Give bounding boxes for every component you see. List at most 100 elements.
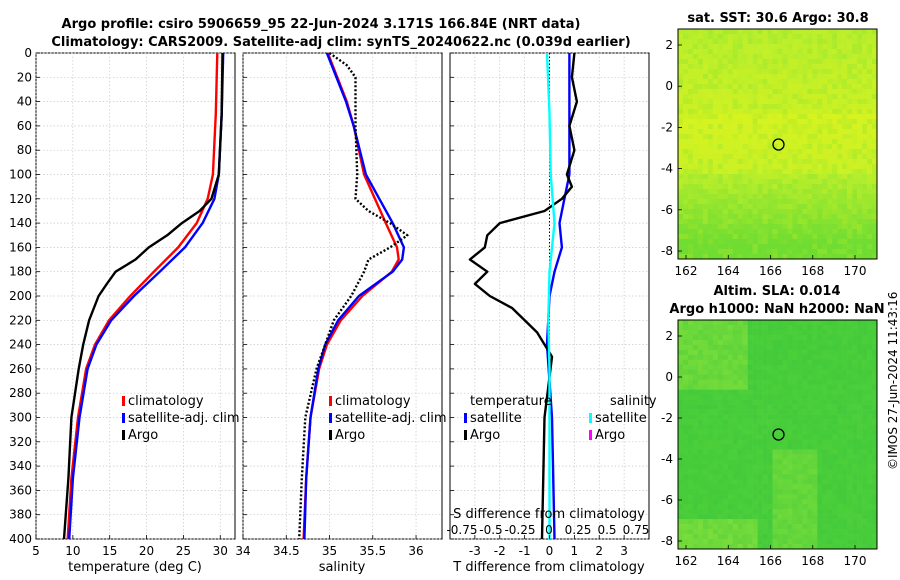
map-cell bbox=[827, 439, 833, 445]
map-cell bbox=[678, 199, 684, 205]
map-cell bbox=[812, 194, 818, 200]
map-cell bbox=[687, 534, 694, 540]
map-cell bbox=[867, 34, 873, 40]
map-cell bbox=[687, 459, 694, 465]
map-cell bbox=[747, 479, 753, 485]
map-cell bbox=[847, 99, 853, 105]
map-cell bbox=[842, 209, 848, 215]
map-cell bbox=[697, 84, 704, 90]
map-cell bbox=[737, 429, 743, 435]
map-cell bbox=[722, 39, 729, 45]
map-cell bbox=[697, 149, 704, 155]
map-cell bbox=[832, 369, 838, 376]
map-cell bbox=[822, 439, 828, 445]
map-cell bbox=[722, 529, 729, 535]
map-cell bbox=[702, 204, 709, 210]
map-cell bbox=[797, 109, 803, 115]
map-cell bbox=[832, 504, 838, 510]
map-cell bbox=[782, 474, 788, 480]
map-cell bbox=[787, 529, 793, 535]
map-cell bbox=[692, 129, 699, 135]
map-cell bbox=[747, 399, 753, 405]
map-cell bbox=[752, 109, 758, 115]
map-cell bbox=[862, 84, 868, 90]
map-cell bbox=[682, 459, 689, 465]
map-cell bbox=[692, 244, 699, 250]
map-cell bbox=[772, 184, 778, 190]
map-cell bbox=[812, 409, 818, 415]
map-cell bbox=[732, 249, 738, 255]
map-cell bbox=[777, 29, 783, 35]
map-x-tick-label: 164 bbox=[717, 264, 740, 278]
map-cell bbox=[857, 529, 863, 535]
map-cell bbox=[772, 169, 778, 175]
map-cell bbox=[827, 169, 833, 175]
map-cell bbox=[787, 149, 793, 155]
map-cell bbox=[777, 174, 783, 180]
map-cell bbox=[857, 124, 863, 130]
map-cell bbox=[682, 64, 689, 70]
map-cell bbox=[707, 354, 714, 361]
map-cell bbox=[732, 344, 738, 351]
map-cell bbox=[742, 114, 748, 120]
map-cell bbox=[827, 444, 833, 450]
map-cell bbox=[867, 409, 873, 415]
map-cell bbox=[682, 199, 689, 205]
map-cell bbox=[832, 354, 838, 361]
map-cell bbox=[807, 154, 813, 160]
map-cell bbox=[862, 99, 868, 105]
map-cell bbox=[847, 239, 853, 245]
map-cell bbox=[822, 354, 828, 361]
map-cell bbox=[737, 374, 743, 381]
map-cell bbox=[712, 99, 719, 105]
map-cell bbox=[822, 419, 828, 425]
map-cell bbox=[702, 84, 709, 90]
map-cell bbox=[697, 59, 704, 65]
map-cell bbox=[787, 384, 793, 390]
map-cell bbox=[862, 499, 868, 505]
map-cell bbox=[797, 409, 803, 415]
map-cell bbox=[712, 369, 719, 376]
map-cell bbox=[787, 434, 793, 440]
map-cell bbox=[822, 464, 828, 470]
map-cell bbox=[767, 164, 773, 170]
map-cell bbox=[867, 209, 873, 215]
map-cell bbox=[782, 349, 788, 356]
map-cell bbox=[802, 389, 808, 395]
map-cell bbox=[742, 119, 748, 125]
map-cell bbox=[822, 394, 828, 400]
map-cell bbox=[782, 344, 788, 351]
map-cell bbox=[812, 419, 818, 425]
map-cell bbox=[687, 154, 694, 160]
map-cell bbox=[687, 484, 694, 490]
map-cell bbox=[812, 234, 818, 240]
map-cell bbox=[862, 119, 868, 125]
map-cell bbox=[832, 429, 838, 435]
map-cell bbox=[822, 154, 828, 160]
sla-map-title1: Altim. SLA: 0.014 bbox=[714, 284, 841, 299]
map-cell bbox=[697, 229, 704, 235]
map-cell bbox=[757, 139, 763, 145]
map-cell bbox=[727, 39, 734, 45]
map-cell bbox=[682, 394, 689, 400]
map-cell bbox=[678, 349, 684, 356]
map-cell bbox=[827, 114, 833, 120]
map-cell bbox=[827, 320, 833, 326]
map-cell bbox=[787, 534, 793, 540]
map-cell bbox=[742, 194, 748, 200]
map-cell bbox=[827, 399, 833, 405]
map-cell bbox=[807, 504, 813, 510]
map-cell bbox=[697, 354, 704, 361]
map-cell bbox=[847, 134, 853, 140]
map-cell bbox=[792, 49, 798, 55]
map-cell bbox=[712, 394, 719, 400]
map-cell bbox=[767, 379, 773, 386]
difference-xlabel: T difference from climatology bbox=[452, 560, 645, 575]
map-cell bbox=[867, 84, 873, 90]
map-cell bbox=[682, 499, 689, 505]
map-cell bbox=[832, 524, 838, 530]
map-cell bbox=[822, 399, 828, 405]
map-cell bbox=[787, 414, 793, 420]
map-cell bbox=[717, 29, 724, 35]
map-cell bbox=[847, 59, 853, 65]
